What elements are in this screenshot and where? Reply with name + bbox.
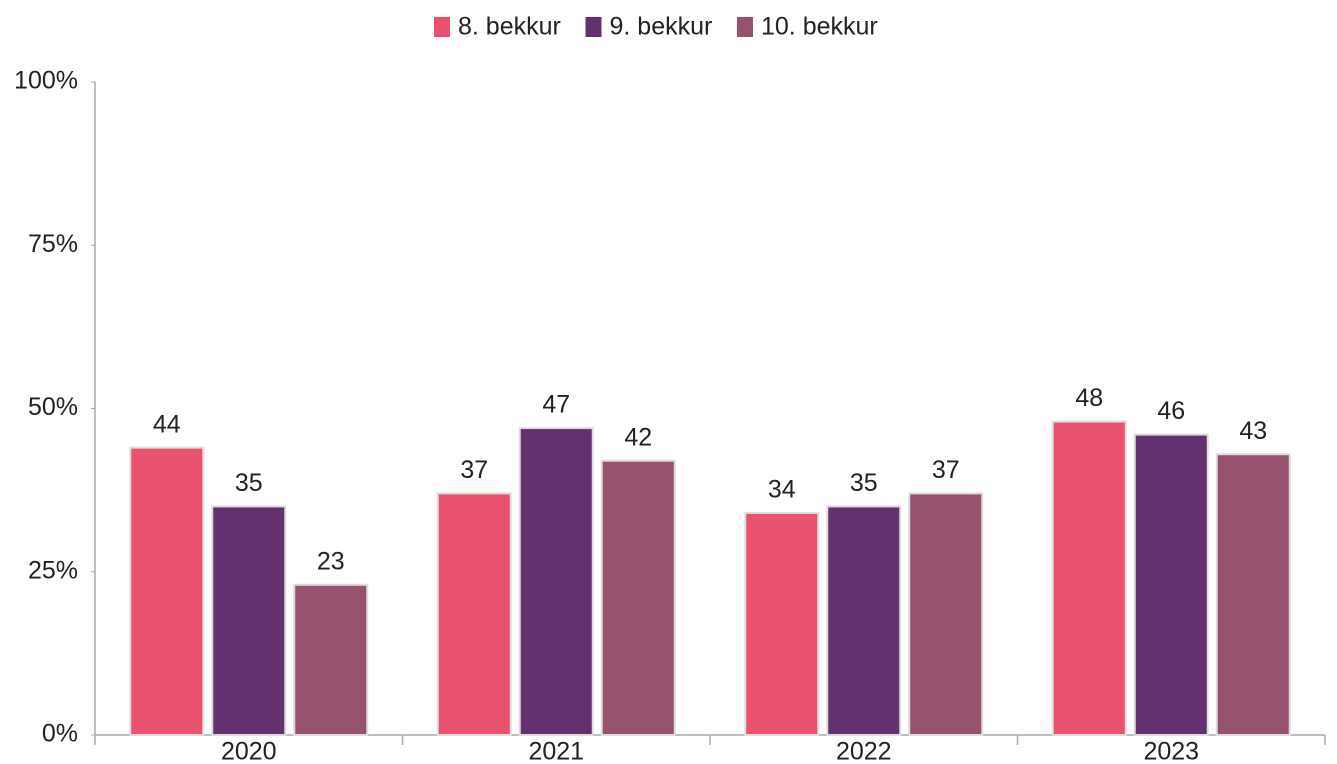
x-tick-label: 2022	[836, 738, 892, 764]
y-tick-label: 25%	[28, 556, 78, 584]
bar	[1133, 433, 1209, 736]
y-tick-label: 75%	[28, 230, 78, 258]
data-label: 47	[542, 391, 570, 419]
bar	[600, 459, 676, 736]
legend-swatch	[434, 17, 450, 37]
data-label: 35	[235, 469, 263, 497]
data-label: 37	[932, 456, 960, 484]
bar	[744, 511, 820, 736]
x-tick-label: 2021	[528, 738, 584, 764]
bar	[908, 492, 984, 737]
data-label: 23	[317, 547, 345, 575]
bar	[129, 446, 205, 736]
legend-swatch	[585, 17, 602, 37]
bar	[1051, 420, 1127, 736]
bar	[293, 583, 369, 736]
x-tick-label: 2020	[221, 738, 277, 764]
legend-label: 9. bekkur	[610, 13, 713, 41]
data-label: 43	[1239, 417, 1267, 445]
bar	[518, 427, 594, 736]
data-label: 48	[1075, 384, 1103, 412]
data-label: 46	[1157, 397, 1185, 425]
bar	[826, 505, 902, 737]
bar	[211, 505, 287, 737]
data-label: 34	[768, 476, 796, 504]
y-tick-label: 0%	[42, 720, 78, 748]
bar	[1215, 453, 1291, 736]
x-tick-label: 2023	[1143, 738, 1199, 764]
legend-swatch	[737, 17, 753, 37]
legend-label: 8. bekkur	[458, 13, 561, 41]
bar	[436, 492, 512, 737]
legend-label: 10. bekkur	[761, 13, 878, 41]
y-tick-label: 50%	[28, 393, 78, 421]
data-label: 42	[624, 423, 652, 451]
y-tick-label: 100%	[14, 67, 78, 95]
data-label: 37	[460, 456, 488, 484]
data-label: 44	[153, 410, 181, 438]
data-label: 35	[850, 469, 878, 497]
